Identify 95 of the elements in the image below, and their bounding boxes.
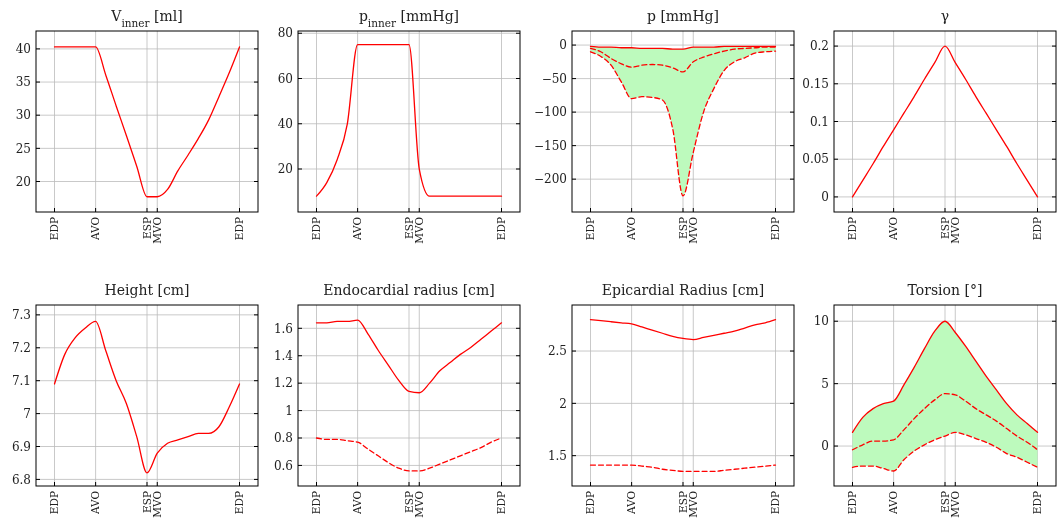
x-tick-label: EDP [846,217,859,241]
x-tick-label: ESP [676,217,689,239]
x-tick-label: MVO [150,490,163,518]
y-tick-label: 1.6 [273,321,293,336]
y-tick-label: 7.2 [11,340,31,355]
x-tick-label: EDP [48,217,61,241]
x-tick-label: MVO [150,216,163,244]
x-tick-label: EDP [310,491,323,515]
y-tick-label: −50 [541,71,567,86]
line-series [851,392,1039,451]
y-tick-label: 0 [821,439,829,454]
y-tick-label: 10 [813,314,829,329]
y-tick-label: 0 [821,190,829,205]
x-tick-label: EDP [495,217,508,241]
x-tick-label: MVO [948,490,961,518]
x-tick-label: AVO [625,490,638,516]
y-tick-label: −200 [534,172,567,187]
chart-title: Endocardial radius [cm] [323,282,495,298]
y-tick-label: 7.1 [11,373,31,388]
y-tick-label: 0.2 [809,39,829,54]
y-tick-label: 0.1 [809,114,829,129]
y-tick-label: 2 [559,396,567,411]
y-tick-label: 1.4 [273,348,294,363]
y-tick-label: 0.15 [802,76,829,91]
y-tick-label: 40 [277,116,293,131]
x-tick-label: EDP [1031,217,1044,241]
line-series [851,431,1039,472]
x-tick-label: MVO [412,216,425,244]
line-series [589,464,777,472]
line-series [851,320,1039,433]
x-tick-label: AVO [351,490,364,516]
y-tick-label: −150 [534,138,567,153]
y-tick-label: 20 [15,174,31,189]
y-tick-label: 80 [277,26,293,41]
x-tick-label: EDP [48,491,61,515]
x-tick-label: ESP [676,491,689,513]
y-tick-label: 1.5 [547,448,567,463]
x-tick-label: EDP [584,491,597,515]
chart-title: Torsion [°] [907,282,983,298]
x-tick-label: AVO [89,216,102,242]
y-tick-label: 0 [559,38,567,53]
y-tick-label: 7 [23,406,31,421]
chart-title: Epicardial Radius [cm] [601,282,765,298]
y-tick-label: 2.5 [547,344,567,359]
line-series [589,319,777,341]
x-tick-label: ESP [402,491,415,513]
x-tick-label: EDP [846,491,859,515]
line-series [315,43,503,197]
x-tick-label: ESP [938,491,951,513]
y-tick-label: 1.2 [273,376,293,391]
chart-title: V$_{inner}$ [ml] [110,8,183,29]
x-tick-label: EDP [233,491,246,515]
x-tick-label: MVO [686,490,699,518]
y-tick-label: 0.05 [802,152,829,167]
x-tick-label: EDP [1031,491,1044,515]
y-tick-label: 7.3 [11,308,31,323]
x-tick-label: EDP [769,217,782,241]
y-tick-label: 25 [15,141,31,156]
y-tick-label: 60 [277,71,293,86]
x-tick-label: AVO [351,216,364,242]
x-tick-label: ESP [140,217,153,239]
chart-title: p [mmHg] [646,8,720,24]
y-tick-label: 1 [285,403,293,418]
chart-title: γ [940,8,950,24]
y-tick-label: −100 [534,105,567,120]
line-series [315,319,503,394]
line-series [53,46,241,198]
y-tick-label: 0.8 [273,431,293,446]
x-tick-label: EDP [310,217,323,241]
line-series [851,45,1039,198]
y-tick-label: 40 [15,42,31,57]
x-tick-label: EDP [233,217,246,241]
y-tick-label: 6.8 [11,472,31,487]
x-tick-label: ESP [402,217,415,239]
x-tick-label: MVO [686,216,699,244]
x-tick-label: MVO [948,216,961,244]
y-tick-label: 5 [821,376,829,391]
line-series [53,320,241,474]
x-tick-label: AVO [887,490,900,516]
y-tick-label: 20 [277,162,293,177]
x-tick-label: ESP [140,491,153,513]
x-tick-label: AVO [625,216,638,242]
y-tick-label: 0.6 [273,458,293,473]
x-tick-label: ESP [938,217,951,239]
y-tick-label: 35 [15,75,31,90]
x-tick-label: MVO [412,490,425,518]
y-tick-label: 30 [15,108,31,123]
x-tick-label: EDP [769,491,782,515]
x-tick-label: EDP [495,491,508,515]
y-tick-label: 6.9 [11,439,31,454]
x-tick-label: AVO [887,216,900,242]
chart-title: p$_{inner}$ [mmHg] [358,8,460,29]
x-tick-label: EDP [584,217,597,241]
x-tick-label: AVO [89,490,102,516]
chart-title: Height [cm] [104,282,190,298]
